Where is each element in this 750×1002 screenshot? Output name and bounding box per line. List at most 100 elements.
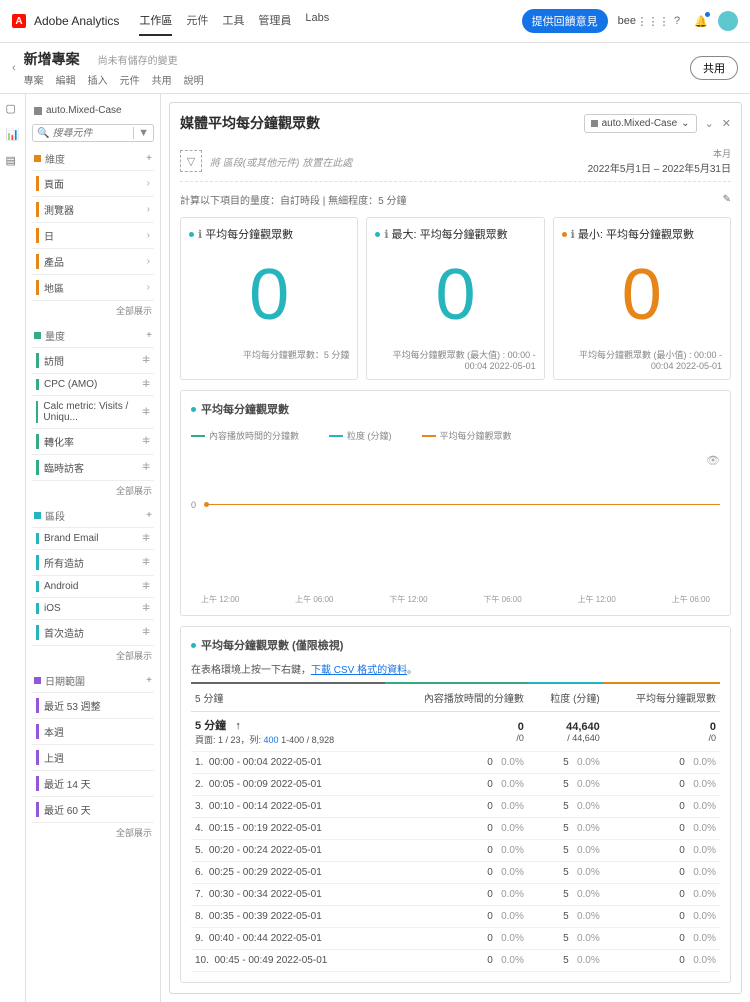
add-icon[interactable]: + (146, 675, 152, 686)
filter-drop-icon[interactable]: ▽ (180, 150, 202, 172)
adobe-logo: A (12, 14, 26, 28)
date-label: 本月 (588, 147, 731, 160)
expand-all[interactable]: 全部展示 (32, 823, 154, 842)
chart-title: 平均每分鐘觀眾數 (201, 401, 289, 417)
close-icon[interactable]: ✕ (722, 117, 731, 130)
expand-all[interactable]: 全部展示 (32, 481, 154, 500)
add-icon[interactable]: + (146, 330, 152, 341)
sidebar-item[interactable]: Brand Emailⵐ (32, 527, 154, 549)
date-range[interactable]: 2022年5月1日 – 2022年5月31日 (588, 160, 731, 175)
table-note-pre: 在表格環境上按一下右鍵， (191, 665, 311, 676)
menu-item-0[interactable]: 專案 (24, 72, 44, 87)
top-tab-1[interactable]: 元件 (186, 6, 208, 36)
sidebar-item[interactable]: 臨時訪客ⵐ (32, 454, 154, 481)
panel-icon[interactable]: ▢ (6, 102, 20, 116)
sidebar-item[interactable]: CPC (AMO)ⵐ (32, 373, 154, 395)
col-header-2[interactable]: 粒度 (分鐘) (528, 683, 604, 712)
avatar[interactable] (718, 11, 738, 31)
sidebar-item[interactable]: 產品› (32, 248, 154, 274)
back-icon[interactable]: ‹ (12, 62, 16, 74)
sidebar-item[interactable]: 最近 53 週整 (32, 692, 154, 718)
menu-item-4[interactable]: 共用 (152, 72, 172, 87)
menu-item-5[interactable]: 說明 (184, 72, 204, 87)
help-icon[interactable]: ? (670, 14, 684, 28)
menu-item-1[interactable]: 編輯 (56, 72, 76, 87)
sidebar-item[interactable]: 訪問ⵐ (32, 347, 154, 373)
sidebar-item[interactable]: 最近 60 天 (32, 796, 154, 823)
menu-item-3[interactable]: 元件 (120, 72, 140, 87)
expand-all[interactable]: 全部展示 (32, 646, 154, 665)
table-row[interactable]: 4. 00:15 - 00:19 2022-05-01 0 0.0% 5 0.0… (191, 818, 720, 840)
table-row[interactable]: 9. 00:40 - 00:44 2022-05-01 0 0.0% 5 0.0… (191, 928, 720, 950)
sidebar-item[interactable]: 本週 (32, 718, 154, 744)
top-tab-0[interactable]: 工作區 (139, 6, 172, 36)
add-icon[interactable]: + (146, 510, 152, 521)
sidebar-item[interactable]: iOSⵐ (32, 597, 154, 619)
search-input[interactable] (52, 128, 133, 139)
download-csv-link[interactable]: 下載 CSV 格式的資料 (311, 665, 407, 676)
table-row[interactable]: 5. 00:20 - 00:24 2022-05-01 0 0.0% 5 0.0… (191, 840, 720, 862)
search-box[interactable]: 🔍 ▼ (32, 124, 154, 142)
project-subtitle: 尚未有儲存的變更 (98, 52, 178, 67)
table-row[interactable]: 3. 00:10 - 00:14 2022-05-01 0 0.0% 5 0.0… (191, 796, 720, 818)
sidebar-item[interactable]: 日› (32, 222, 154, 248)
chevron-down-icon[interactable]: ⌄ (705, 117, 714, 130)
components-icon[interactable]: ▤ (6, 154, 20, 168)
x-tick: 下午 12:00 (389, 594, 427, 605)
bell-icon[interactable]: 🔔 (694, 14, 708, 28)
report-suite-dropdown[interactable]: auto.Mixed-Case ⌄ (584, 114, 697, 133)
drop-hint: 將 區段(或其他元件) 放置在此處 (210, 154, 352, 169)
feedback-button[interactable]: 提供回饋意見 (522, 9, 608, 33)
suite-selector[interactable]: auto.Mixed-Case (32, 102, 154, 119)
project-title: 新增專案 (24, 49, 80, 69)
col-header-1[interactable]: 內容播放時間的分鐘數 (385, 683, 528, 712)
top-tab-3[interactable]: 管理員 (258, 6, 291, 36)
share-button[interactable]: 共用 (690, 56, 738, 80)
filter-icon[interactable]: ▼ (133, 127, 149, 139)
legend-0: 內容播放時間的分鐘數 (191, 429, 299, 442)
apps-icon[interactable]: ⋮⋮⋮ (646, 14, 660, 28)
table-row[interactable]: 8. 00:35 - 00:39 2022-05-01 0 0.0% 5 0.0… (191, 906, 720, 928)
top-tabs: 工作區元件工具管理員 Labs (139, 6, 329, 36)
chevron-down-icon: ⌄ (681, 118, 689, 129)
rs-label: auto.Mixed-Case (602, 118, 678, 129)
top-tab-2[interactable]: 工具 (222, 6, 244, 36)
chart-area: 0 👁 (191, 454, 720, 534)
sidebar-item[interactable]: 上週 (32, 744, 154, 770)
data-table: 5 分鐘內容播放時間的分鐘數粒度 (分鐘)平均每分鐘觀眾數 5 分鐘 ↑頁面: … (191, 682, 720, 972)
table-row[interactable]: 6. 00:25 - 00:29 2022-05-01 0 0.0% 5 0.0… (191, 862, 720, 884)
add-icon[interactable]: + (146, 153, 152, 164)
sidebar-item[interactable]: 最近 14 天 (32, 770, 154, 796)
sidebar-item[interactable]: 所有造訪ⵐ (32, 549, 154, 575)
table-note-post: 。 (407, 665, 417, 676)
sidebar-item[interactable]: 轉化率ⵐ (32, 428, 154, 454)
suite-name: auto.Mixed-Case (46, 105, 122, 116)
metric-card-1: ℹ最大: 平均每分鐘觀眾數 0 平均每分鐘觀眾數 (最大值) : 00:00 -… (366, 217, 544, 380)
table-row[interactable]: 10. 00:45 - 00:49 2022-05-01 0 0.0% 5 0.… (191, 950, 720, 972)
menu-item-2[interactable]: 插入 (88, 72, 108, 87)
x-tick: 下午 06:00 (483, 594, 521, 605)
user-name: bee (618, 15, 636, 27)
sidebar-item[interactable]: 地區› (32, 274, 154, 301)
sidebar-item[interactable]: Androidⵐ (32, 575, 154, 597)
viz-icon[interactable]: 📊 (6, 128, 20, 142)
table-row[interactable]: 7. 00:30 - 00:34 2022-05-01 0 0.0% 5 0.0… (191, 884, 720, 906)
metric-card-2: ℹ最小: 平均每分鐘觀眾數 0 平均每分鐘觀眾數 (最小值) : 00:00 -… (553, 217, 731, 380)
top-tab-4[interactable]: Labs (305, 6, 329, 36)
sidebar-item[interactable]: 頁面› (32, 170, 154, 196)
x-tick: 上午 06:00 (295, 594, 333, 605)
table-row[interactable]: 2. 00:05 - 00:09 2022-05-01 0 0.0% 5 0.0… (191, 774, 720, 796)
edit-icon[interactable]: ✎ (723, 194, 731, 205)
eye-icon[interactable]: 👁 (706, 454, 720, 467)
sidebar-item[interactable]: 首次造訪ⵐ (32, 619, 154, 646)
group-label-1: 量度 (45, 328, 65, 343)
col-header-3[interactable]: 平均每分鐘觀眾數 (604, 683, 720, 712)
sidebar-item[interactable]: 測覽器› (32, 196, 154, 222)
col-header-0[interactable]: 5 分鐘 (191, 683, 385, 712)
y-axis-label: 0 (191, 500, 196, 510)
calc-text: 計算以下項目的量度：自訂時段 | 無細程度：5 分鐘 (180, 192, 407, 207)
table-row[interactable]: 1. 00:00 - 00:04 2022-05-01 0 0.0% 5 0.0… (191, 752, 720, 774)
expand-all[interactable]: 全部展示 (32, 301, 154, 320)
sidebar-item[interactable]: Calc metric: Visits / Uniqu...ⵐ (32, 395, 154, 428)
panel-title: 媒體平均每分鐘觀眾數 (180, 113, 320, 133)
